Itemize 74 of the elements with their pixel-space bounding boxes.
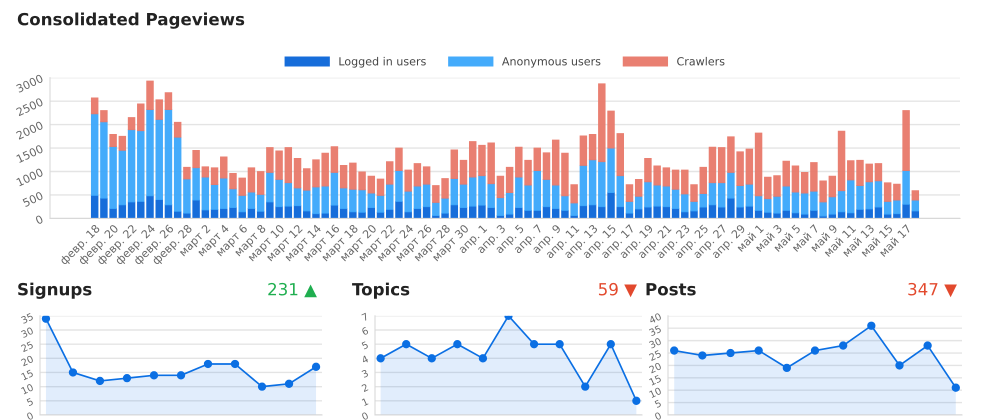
y-tick-label: 5	[361, 341, 369, 350]
text: 231 ▲	[268, 282, 317, 298]
point	[150, 371, 158, 380]
point	[42, 316, 50, 323]
point	[923, 341, 932, 350]
y-tick-label: 30	[648, 337, 662, 349]
point	[555, 340, 564, 348]
point	[453, 340, 462, 348]
point	[698, 351, 707, 360]
y-tick-label: 0	[654, 412, 662, 420]
point	[376, 354, 385, 362]
point	[670, 346, 678, 355]
chart-title: Topics	[352, 282, 410, 299]
point	[96, 376, 104, 386]
y-tick-label: 7	[361, 312, 369, 322]
point	[606, 340, 615, 348]
y-tick-label: 20	[20, 355, 34, 366]
point	[632, 396, 641, 405]
point	[312, 362, 320, 371]
y-tick-label: 35	[20, 312, 34, 324]
y-tick-label: 1000	[16, 168, 44, 187]
point	[230, 360, 240, 368]
y-tick-label: 25	[648, 350, 662, 362]
y-tick-label: 4	[361, 355, 369, 364]
point	[284, 380, 294, 388]
point	[68, 368, 78, 377]
y-tick-label: 3000	[16, 74, 44, 93]
y-tick-label: 500	[22, 191, 44, 208]
y-tick-label: 10	[20, 383, 34, 395]
y-tick-label: 2	[361, 384, 368, 392]
y-tick-label: 20	[648, 362, 662, 374]
y-tick-label: 3	[361, 369, 369, 378]
legend-label: Anonymous users	[502, 57, 600, 68]
point	[895, 361, 904, 370]
y-tick-label: 15	[649, 374, 662, 386]
chart-title: Consolidated Pageviews	[18, 12, 244, 29]
text: 347 ▼	[908, 282, 957, 298]
y-tick-label: 40	[648, 312, 662, 324]
y-tick-label: 2500	[16, 97, 44, 116]
y-tick-label: 2000	[16, 120, 44, 140]
legend-label: Logged in users	[339, 56, 426, 68]
chart-title: Signups	[18, 282, 92, 299]
y-tick-label: 25	[20, 340, 34, 352]
point	[176, 371, 186, 380]
y-tick-label: 6	[361, 326, 369, 336]
y-tick-label: 0	[34, 214, 44, 225]
y-tick-label: 30	[20, 326, 34, 338]
point	[581, 382, 590, 391]
point	[838, 341, 848, 350]
chart-title: Posts	[646, 283, 696, 296]
point	[258, 382, 266, 391]
point	[867, 322, 876, 330]
y-tick-label: 35	[648, 325, 662, 336]
point	[726, 348, 735, 358]
point	[428, 354, 436, 362]
point	[402, 340, 410, 348]
y-tick-label: 0	[361, 412, 369, 420]
y-tick-label: 15	[21, 369, 34, 380]
point	[810, 346, 820, 355]
point	[530, 340, 538, 348]
text: 59 ▼	[598, 282, 637, 298]
point	[204, 360, 212, 368]
point	[782, 364, 792, 372]
legend-label: Crawlers	[677, 56, 724, 66]
point	[754, 346, 763, 355]
y-tick-label: 1500	[16, 144, 44, 164]
point	[952, 384, 960, 392]
y-tick-label: 10	[648, 386, 662, 398]
y-tick-label: 5	[654, 400, 662, 408]
point	[478, 354, 488, 362]
y-tick-label: 1	[362, 398, 368, 406]
point	[122, 374, 132, 382]
y-tick-label: 0	[26, 412, 34, 420]
y-tick-label: 5	[26, 398, 34, 406]
